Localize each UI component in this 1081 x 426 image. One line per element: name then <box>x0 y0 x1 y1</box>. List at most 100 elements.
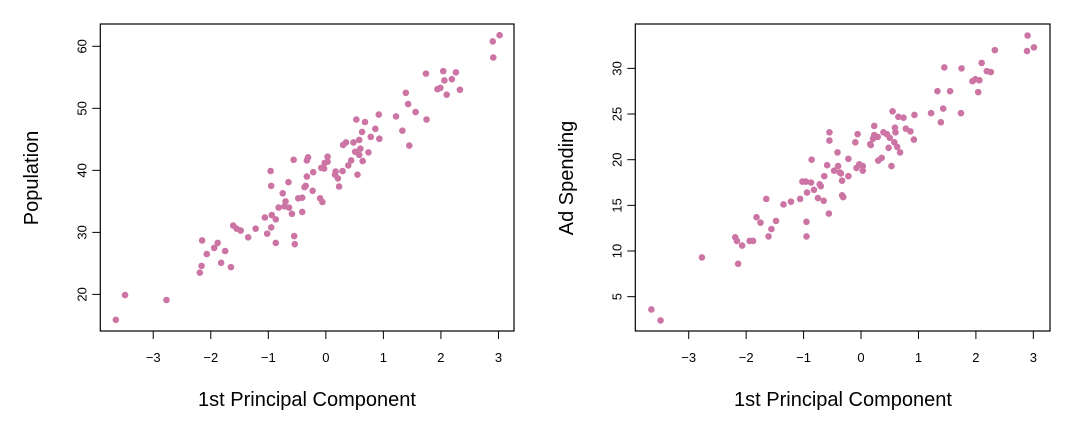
data-point <box>422 70 430 77</box>
data-point <box>808 156 815 163</box>
y-tick-label: 50 <box>74 101 89 115</box>
y-tick-label: 20 <box>609 152 624 166</box>
x-tick-label: 2 <box>437 350 444 365</box>
data-point <box>399 127 406 134</box>
data-point <box>353 116 360 123</box>
data-point <box>698 254 706 261</box>
x-tick-label: 1 <box>915 350 922 365</box>
data-point <box>402 89 410 97</box>
y-tick-label: 30 <box>74 225 89 239</box>
data-point <box>267 224 275 231</box>
data-point <box>439 67 447 75</box>
data-point <box>344 162 352 169</box>
data-point <box>830 167 838 174</box>
data-point <box>496 31 503 39</box>
y-tick-label: 40 <box>74 163 89 177</box>
data-point <box>214 239 221 247</box>
data-point <box>332 168 339 175</box>
data-point <box>927 109 935 117</box>
y-tick-label: 60 <box>74 39 89 53</box>
data-point <box>304 154 312 161</box>
data-point <box>359 157 366 165</box>
data-point <box>946 87 954 95</box>
data-point <box>934 87 941 95</box>
y-tick-label: 30 <box>609 61 624 75</box>
data-point <box>456 86 464 94</box>
x-tick-label: −3 <box>681 350 696 365</box>
data-point <box>870 122 878 130</box>
x-tick-label: −1 <box>261 350 276 365</box>
data-point <box>279 190 286 197</box>
data-point <box>221 247 229 255</box>
data-point <box>358 128 366 136</box>
data-point <box>342 139 350 146</box>
data-point <box>803 189 811 196</box>
data-point <box>885 144 892 152</box>
data-point <box>859 167 867 174</box>
data-point <box>893 143 901 151</box>
data-point <box>302 182 310 190</box>
x-tick-label: 0 <box>857 350 864 365</box>
data-point <box>210 244 218 252</box>
data-point <box>802 178 810 185</box>
data-point <box>823 161 831 169</box>
data-point <box>837 170 845 177</box>
data-point <box>309 168 317 176</box>
data-point <box>839 193 847 201</box>
data-point <box>112 316 120 324</box>
data-point <box>803 218 810 226</box>
data-point <box>814 194 822 202</box>
data-point <box>888 162 895 170</box>
data-point <box>910 136 918 143</box>
data-point <box>974 88 982 96</box>
data-point <box>489 38 497 45</box>
data-point <box>437 84 444 92</box>
x-tick-label: 3 <box>1030 350 1037 365</box>
data-point <box>285 178 292 186</box>
data-point <box>907 128 914 135</box>
data-point <box>291 240 299 248</box>
data-point <box>978 59 985 67</box>
data-point <box>826 137 833 144</box>
y-tick-label: 25 <box>609 107 624 121</box>
data-point <box>347 157 355 164</box>
data-point <box>957 109 965 117</box>
data-point <box>900 114 907 121</box>
data-point <box>796 195 804 203</box>
data-point <box>976 76 983 84</box>
data-point <box>851 139 859 146</box>
data-point <box>198 237 206 244</box>
x-tick-label: −1 <box>796 350 811 365</box>
data-point <box>749 237 757 245</box>
data-point <box>657 317 664 324</box>
data-point <box>320 165 328 172</box>
data-point <box>874 133 881 141</box>
data-point <box>859 162 867 170</box>
data-point <box>939 105 947 112</box>
data-point <box>354 171 361 179</box>
x-tick-label: 2 <box>972 350 979 365</box>
data-point <box>361 118 369 126</box>
data-point <box>290 156 297 164</box>
data-point <box>958 65 965 72</box>
data-point <box>838 177 846 184</box>
x-tick-label: −3 <box>146 350 161 365</box>
data-point <box>335 183 343 190</box>
data-point <box>375 111 383 118</box>
data-point <box>272 239 280 247</box>
data-point <box>448 75 456 83</box>
data-point <box>810 186 818 194</box>
data-point <box>121 291 129 299</box>
y-tick-label: 15 <box>609 198 624 212</box>
data-point <box>892 128 899 136</box>
data-point <box>738 242 746 249</box>
y-axis-title: Ad Spending <box>556 121 578 236</box>
data-point <box>854 130 861 138</box>
data-point <box>244 234 252 241</box>
data-point <box>1023 47 1031 55</box>
data-point <box>825 210 833 217</box>
data-point <box>237 227 244 234</box>
data-point <box>372 125 379 133</box>
data-point <box>227 263 235 271</box>
